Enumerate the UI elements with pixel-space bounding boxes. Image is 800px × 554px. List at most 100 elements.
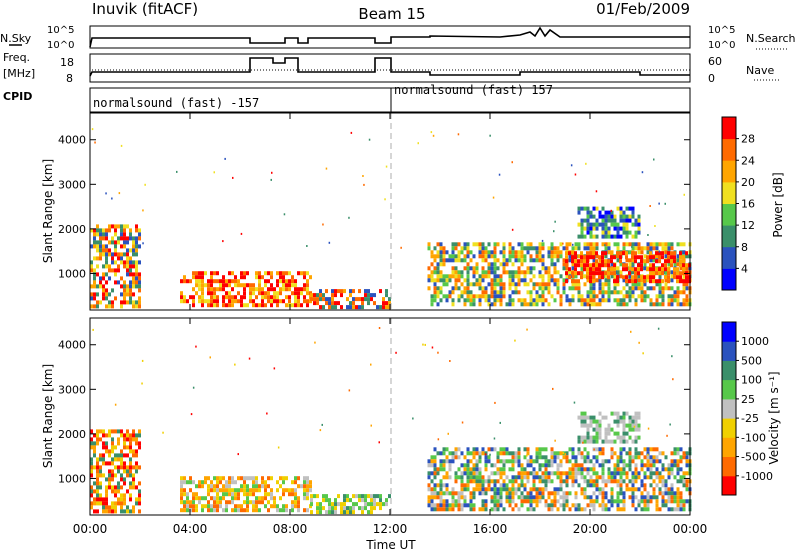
power-cell	[592, 282, 596, 287]
power-cell	[240, 303, 243, 308]
power-cell	[123, 240, 126, 245]
velocity-cell	[303, 496, 306, 501]
power-cell	[445, 250, 449, 255]
power-cell	[135, 240, 138, 245]
power-cell	[604, 259, 607, 264]
velocity-cell	[261, 476, 264, 481]
power-cell	[523, 278, 527, 283]
velocity-cell	[322, 506, 325, 511]
power-cell	[123, 292, 126, 297]
power-cell	[580, 230, 584, 235]
velocity-cell	[625, 451, 629, 456]
power-cell	[520, 270, 524, 275]
velocity-cell	[234, 492, 237, 497]
time-tick-label: 08:00	[273, 522, 308, 536]
velocity-cell	[309, 480, 312, 485]
velocity-cell	[646, 475, 650, 480]
power-cell	[267, 299, 270, 304]
velocity-cell	[607, 471, 611, 476]
velocity-cell	[92, 328, 94, 331]
velocity-cell	[484, 459, 488, 464]
power-cell	[592, 290, 596, 295]
velocity-cell	[132, 509, 135, 514]
power-cell	[631, 255, 634, 260]
power-cell	[613, 298, 617, 303]
power-cell	[132, 260, 135, 265]
power-cell	[316, 297, 319, 302]
power-cell	[529, 294, 533, 299]
power-cell	[592, 298, 596, 303]
velocity-cell	[316, 494, 319, 499]
power-cell	[589, 210, 593, 215]
power-cell	[641, 171, 644, 174]
velocity-cell	[562, 491, 566, 496]
velocity-cell	[478, 471, 482, 476]
power-cell	[291, 283, 294, 288]
velocity-cell	[520, 499, 524, 504]
power-cell	[508, 302, 512, 307]
velocity-cell	[472, 503, 476, 508]
velocity-cell	[574, 471, 578, 476]
velocity-cell	[439, 467, 443, 472]
power-cell	[589, 271, 592, 276]
velocity-cell	[445, 487, 449, 492]
velocity-cell	[376, 494, 379, 499]
velocity-cell	[577, 439, 581, 444]
velocity-cell	[526, 499, 530, 504]
power-cell	[261, 299, 264, 304]
velocity-cell	[559, 503, 563, 508]
power-cell	[619, 255, 622, 260]
power-cell	[126, 256, 129, 261]
power-cell	[637, 242, 641, 247]
power-cell	[319, 297, 322, 302]
velocity-cell	[667, 491, 671, 496]
velocity-cell	[583, 415, 587, 420]
power-cell	[364, 293, 367, 298]
power-cell	[523, 298, 527, 303]
power-cell	[118, 192, 121, 195]
velocity-cell	[190, 413, 193, 416]
power-cell	[613, 290, 617, 295]
power-cell	[604, 271, 607, 276]
power-cell	[283, 213, 286, 216]
power-cell	[511, 228, 514, 231]
power-cell	[649, 271, 652, 276]
velocity-cell	[102, 461, 105, 466]
velocity-cell	[478, 455, 482, 460]
velocity-cell	[595, 439, 599, 444]
power-cell	[436, 290, 440, 295]
power-cell	[511, 290, 515, 295]
power-cell	[430, 298, 434, 303]
power-cell	[469, 294, 473, 299]
power-cell	[568, 267, 571, 272]
power-cell	[664, 267, 667, 272]
velocity-cell	[183, 492, 186, 497]
velocity-cell	[252, 500, 255, 505]
power-cell	[679, 275, 682, 280]
velocity-cell	[610, 427, 614, 432]
power-cell	[613, 282, 617, 287]
velocity-cell	[469, 479, 473, 484]
power-cell	[102, 228, 105, 233]
power-cell	[225, 303, 228, 308]
power-cell	[595, 254, 599, 259]
velocity-cell	[490, 471, 494, 476]
power-cell	[649, 298, 653, 303]
velocity-cell	[126, 505, 129, 510]
velocity-cell	[180, 488, 183, 493]
power-cell	[123, 300, 126, 305]
power-cell	[102, 232, 105, 237]
velocity-cell	[574, 491, 578, 496]
velocity-cell	[294, 476, 297, 481]
power-cell	[598, 302, 602, 307]
velocity-cell	[574, 467, 578, 472]
power-cell	[517, 242, 521, 247]
power-cell	[436, 266, 440, 271]
velocity-cell	[489, 453, 491, 456]
velocity-colorbar-segment	[722, 322, 736, 342]
power-cell	[649, 205, 651, 207]
velocity-cell	[90, 457, 93, 462]
power-cell	[595, 294, 599, 299]
velocity-cell	[679, 499, 683, 504]
